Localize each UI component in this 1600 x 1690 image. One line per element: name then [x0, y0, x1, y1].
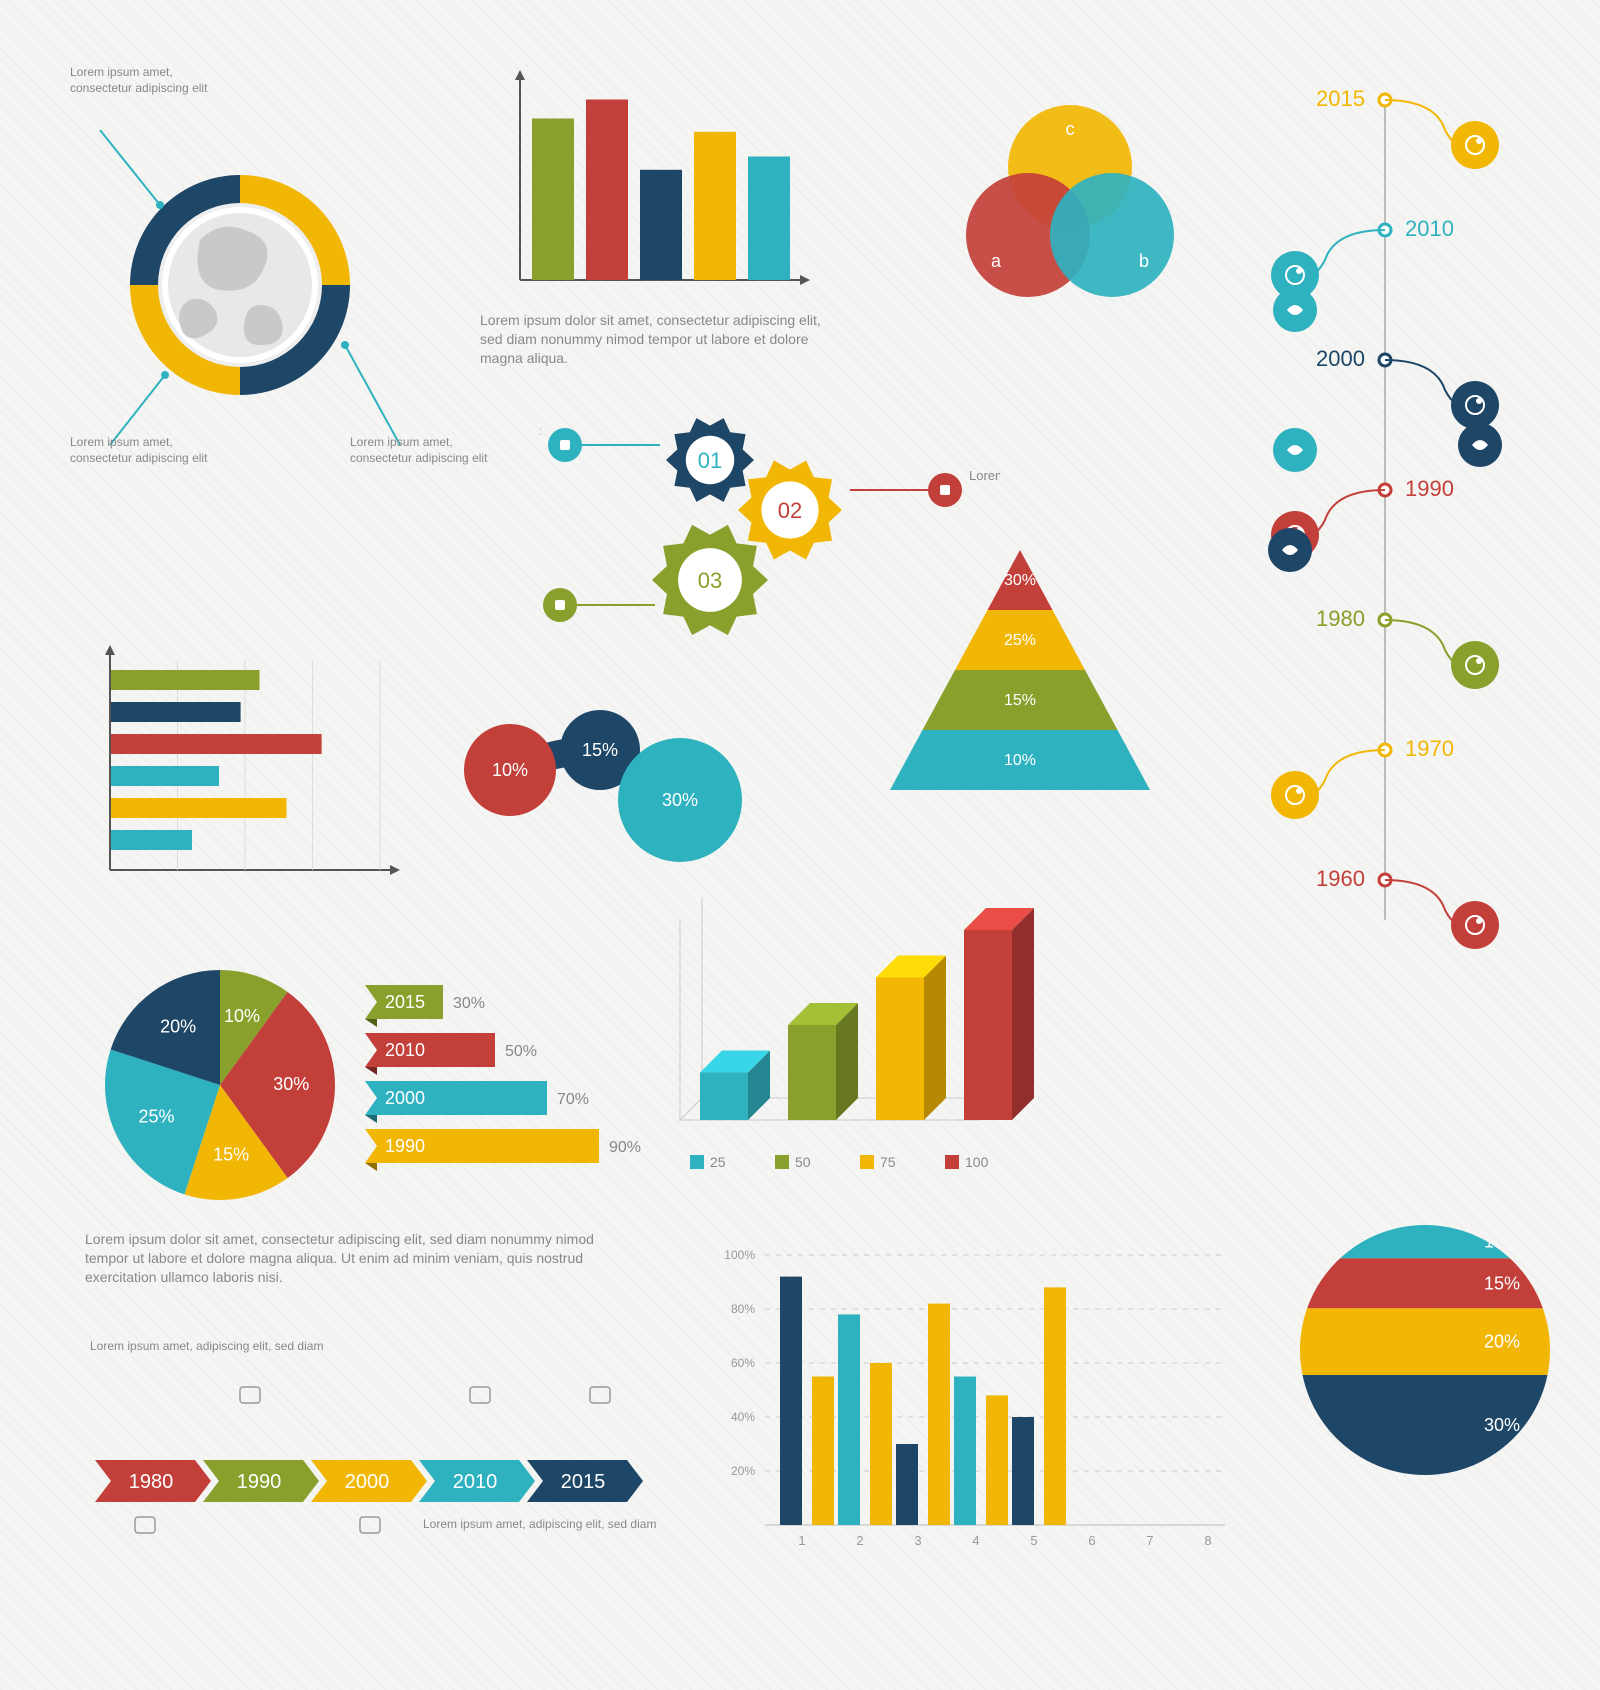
globe-callout-2: Lorem ipsum amet, consectetur adipiscing… — [70, 435, 210, 466]
bar-chart-top-svg — [480, 70, 820, 300]
svg-text:25%: 25% — [1004, 632, 1036, 649]
svg-text:Lorem ipsum amet, adipiscing e: Lorem ipsum amet, adipiscing elit, sed d… — [423, 1517, 656, 1531]
svg-text:01: 01 — [698, 448, 722, 473]
svg-text:1: 1 — [798, 1533, 805, 1548]
svg-text:1990: 1990 — [237, 1471, 282, 1493]
venn-label-b: b — [1139, 251, 1149, 271]
pie-chart: 10% 30% 15% 25% 20% — [85, 950, 355, 1220]
venn-label-c: c — [1066, 119, 1075, 139]
svg-text:3: 3 — [914, 1533, 921, 1548]
lorem-paragraph: Lorem ipsum dolor sit amet, consectetur … — [85, 1230, 625, 1287]
svg-text:6: 6 — [1088, 1533, 1095, 1548]
svg-text:20%: 20% — [1484, 1332, 1520, 1352]
globe-ring-svg — [70, 75, 450, 475]
svg-text:1980: 1980 — [129, 1471, 174, 1493]
svg-text:80%: 80% — [731, 1302, 755, 1316]
svg-text:2010: 2010 — [385, 1040, 425, 1060]
svg-text:30%: 30% — [662, 790, 698, 810]
svg-text:10%: 10% — [224, 1006, 260, 1026]
venn-chart: c a b — [940, 80, 1200, 320]
globe-ring-widget: Lorem ipsum amet, consectetur adipiscing… — [70, 75, 450, 475]
svg-text:100%: 100% — [724, 1248, 755, 1262]
svg-text:2000: 2000 — [1316, 346, 1365, 371]
svg-text:Lorem ipsum amet, adipiscing e: Lorem ipsum amet, adipiscing elit, sed d… — [90, 1339, 323, 1353]
svg-text:70%: 70% — [557, 1091, 589, 1108]
svg-text:2000: 2000 — [385, 1088, 425, 1108]
svg-text:1990: 1990 — [385, 1136, 425, 1156]
svg-text:15%: 15% — [1004, 692, 1036, 709]
bar-chart-top-caption: Lorem ipsum dolor sit amet, consectetur … — [480, 311, 840, 368]
svg-text:50%: 50% — [505, 1043, 537, 1060]
svg-text:15%: 15% — [582, 740, 618, 760]
svg-text:7: 7 — [1146, 1533, 1153, 1548]
svg-text:30%: 30% — [1004, 572, 1036, 589]
svg-text:2015: 2015 — [385, 992, 425, 1012]
svg-text:2: 2 — [856, 1533, 863, 1548]
svg-text:15%: 15% — [1484, 1273, 1520, 1293]
bar-chart-top: Lorem ipsum dolor sit amet, consectetur … — [480, 70, 820, 368]
svg-text:90%: 90% — [609, 1139, 641, 1156]
svg-text:Lorem ipsum amet: Lorem ipsum amet — [540, 423, 541, 438]
svg-text:30%: 30% — [273, 1074, 309, 1094]
globe-callout-3: Lorem ipsum amet, consectetur adipiscing… — [350, 435, 490, 466]
svg-text:30%: 30% — [1484, 1415, 1520, 1435]
svg-text:8: 8 — [1204, 1533, 1211, 1548]
svg-text:1990: 1990 — [1405, 476, 1454, 501]
svg-text:2015: 2015 — [561, 1471, 606, 1493]
svg-text:25: 25 — [710, 1154, 726, 1170]
svg-text:10%: 10% — [492, 760, 528, 780]
svg-text:40%: 40% — [731, 1410, 755, 1424]
svg-text:1960: 1960 — [1316, 866, 1365, 891]
hbar-chart — [80, 640, 410, 900]
svg-text:15%: 15% — [213, 1144, 249, 1164]
svg-text:03: 03 — [698, 568, 722, 593]
svg-text:50: 50 — [795, 1154, 811, 1170]
svg-text:20%: 20% — [731, 1464, 755, 1478]
svg-text:Lorem ipsum amet: Lorem ipsum amet — [969, 468, 1000, 483]
arrow-timeline: Lorem ipsum amet, adipiscing elit, sed d… — [85, 1330, 705, 1550]
svg-text:100: 100 — [965, 1154, 989, 1170]
svg-text:2015: 2015 — [1316, 86, 1365, 111]
svg-text:30%: 30% — [453, 995, 485, 1012]
venn-label-a: a — [991, 251, 1002, 271]
svg-text:1980: 1980 — [1316, 606, 1365, 631]
svg-text:75: 75 — [880, 1154, 896, 1170]
svg-text:2010: 2010 — [453, 1471, 498, 1493]
svg-text:2010: 2010 — [1405, 216, 1454, 241]
globe-callout-1: Lorem ipsum amet, consectetur adipiscing… — [70, 65, 210, 96]
svg-text:5: 5 — [1030, 1533, 1037, 1548]
pyramid-chart: 30% 25% 15% 10% — [880, 530, 1160, 810]
svg-text:02: 02 — [778, 498, 802, 523]
stacked-circle: 10% 15% 20% 30% — [1285, 1210, 1565, 1490]
svg-text:20%: 20% — [160, 1016, 196, 1036]
svg-text:10%: 10% — [1484, 1232, 1520, 1252]
grouped-bars: 20% 40% 60% 80% 100% 1 2 3 4 5 6 7 8 — [705, 1215, 1245, 1575]
blobs-widget: 10% 15% 30% — [440, 680, 780, 880]
svg-text:1970: 1970 — [1405, 736, 1454, 761]
svg-text:4: 4 — [972, 1533, 979, 1548]
svg-text:10%: 10% — [1004, 752, 1036, 769]
svg-text:60%: 60% — [731, 1356, 755, 1370]
bars-3d: 25 50 75 100 — [620, 890, 1060, 1190]
svg-text:2000: 2000 — [345, 1471, 390, 1493]
vertical-timeline: 2015 2010 2000 1990 1980 1970 1960 — [1210, 70, 1570, 1070]
ribbon-bars: 2015 30% 2010 50% 2000 70% 1990 90% — [365, 975, 665, 1195]
svg-text:25%: 25% — [138, 1106, 174, 1126]
